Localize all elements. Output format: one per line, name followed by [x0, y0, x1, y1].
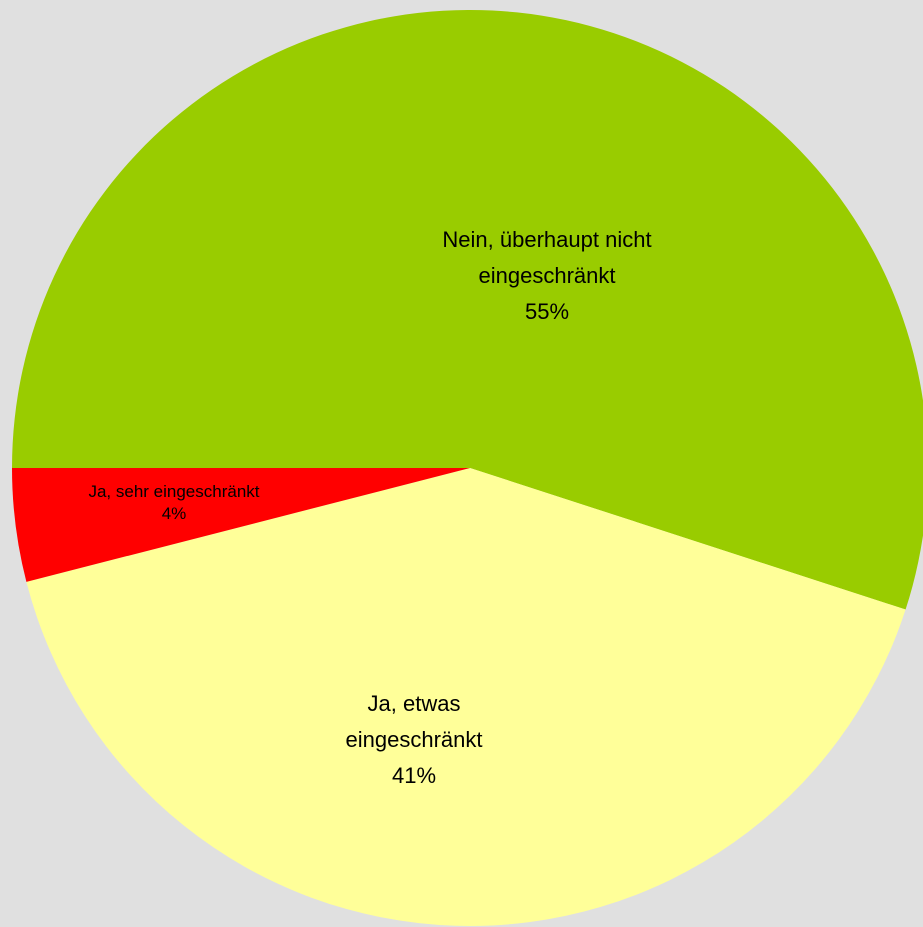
pie-slice [12, 468, 470, 582]
slice-label: Ja, sehr eingeschränkt 4% [24, 481, 324, 525]
pie-slice [26, 468, 906, 927]
value-label: 4% [161, 504, 187, 523]
category-label: Nein, überhaupt nicht eingeschränkt [442, 227, 652, 288]
pie-slice [12, 10, 923, 610]
category-label: Ja, sehr eingeschränkt [88, 482, 260, 501]
category-label: Ja, etwas eingeschränkt [345, 691, 483, 752]
slice-label: Ja, etwas eingeschränkt 41% [314, 686, 514, 794]
value-label: 41% [391, 763, 437, 788]
value-label: 55% [524, 299, 570, 324]
slice-label: Nein, überhaupt nicht eingeschränkt 55% [397, 222, 697, 330]
